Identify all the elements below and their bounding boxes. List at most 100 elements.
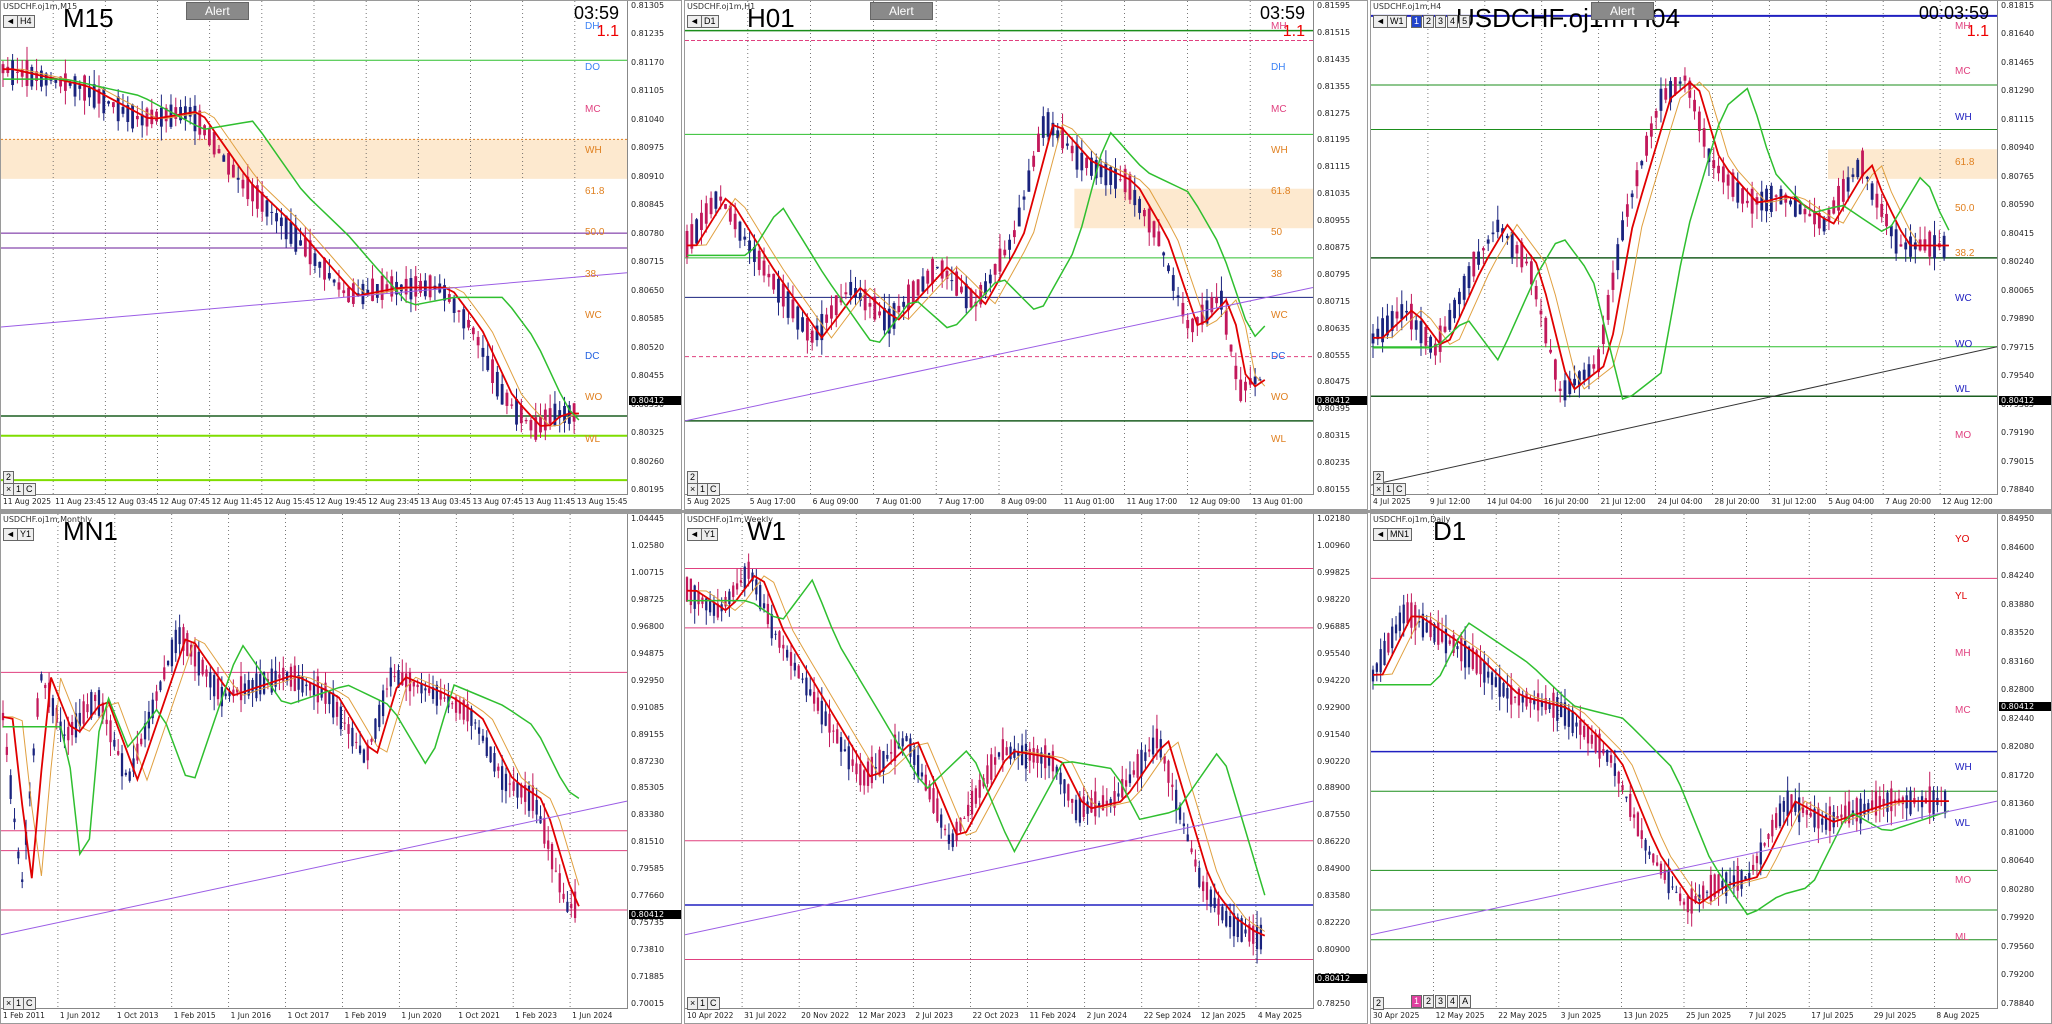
price-chart-canvas[interactable] xyxy=(1,514,681,1023)
profile-tab[interactable]: 2 xyxy=(1423,15,1435,28)
candle-body xyxy=(858,292,862,301)
chart-control-button[interactable]: C xyxy=(707,483,720,496)
profile-tab[interactable]: 5 xyxy=(1459,15,1471,28)
candle-body xyxy=(1136,754,1139,778)
price-tick-label: 0.83160 xyxy=(2001,656,2035,666)
price-tick-label: 0.80065 xyxy=(2001,285,2035,295)
scroll-left-button[interactable]: ◄ xyxy=(687,528,702,541)
candle-body xyxy=(205,669,208,677)
candle-body xyxy=(500,384,504,405)
candle-body xyxy=(1520,242,1524,268)
candle-body xyxy=(260,191,264,212)
price-axis[interactable]: 0.81595 0.81515 0.81435 0.81355 0.81275 0.811… xyxy=(1313,1,1367,495)
candle-body xyxy=(1789,200,1792,205)
price-axis[interactable]: 0.81305 0.81235 0.81170 0.81105 0.81040 0.809… xyxy=(627,1,681,495)
candle-body xyxy=(454,697,458,713)
candle-body xyxy=(810,330,814,343)
profile-tab[interactable]: 2 xyxy=(1423,995,1435,1008)
candle-body xyxy=(174,629,177,654)
time-tick-label: 3 Jun 2025 xyxy=(1560,1011,1602,1020)
chart-window-h01[interactable]: USDCHF.oj1m,H1 ◄ D1 H01 Alert 03:59 1.1 0.81595… xyxy=(684,0,1368,510)
candle-body xyxy=(126,105,130,122)
candle-body xyxy=(1601,324,1605,345)
price-axis[interactable]: 1.04445 1.02580 1.00715 0.98725 0.96800 0.948… xyxy=(627,514,681,1009)
candle-body xyxy=(1142,209,1146,217)
time-tick-label: 12 Aug 09:00 xyxy=(1189,497,1240,506)
time-axis[interactable]: 30 Apr 2025 12 May 2025 22 May 2025 3 Jun 2… xyxy=(1371,1008,1997,1023)
chart-window-m15[interactable]: USDCHF.oj1m,M15 ◄ H4 M15 Alert 03:59 1.1 0.8130… xyxy=(0,0,682,510)
candle-body xyxy=(1782,800,1785,812)
chart-control-button[interactable]: C xyxy=(23,997,36,1010)
candle-body xyxy=(1513,696,1517,698)
candle-body xyxy=(166,660,170,666)
alert-button[interactable]: Alert xyxy=(870,2,933,20)
price-tick-label: 0.80845 xyxy=(631,200,665,210)
price-chart-canvas[interactable] xyxy=(1371,514,2051,1023)
level-label-mo: MO xyxy=(1955,875,1972,887)
price-chart-canvas[interactable] xyxy=(685,514,1367,1023)
profile-tab[interactable]: 1 xyxy=(1411,15,1423,28)
candle-body xyxy=(847,746,850,770)
alert-button[interactable]: Alert xyxy=(1591,2,1654,20)
profile-tab[interactable]: 4 xyxy=(1447,995,1459,1008)
price-chart-canvas[interactable] xyxy=(685,1,1367,509)
candle-body xyxy=(323,257,326,280)
period-switch-button[interactable]: D1 xyxy=(701,15,719,28)
price-tick-label: 0.82080 xyxy=(2001,742,2035,752)
time-axis[interactable]: 4 Jul 2025 9 Jul 12:00 14 Jul 04:00 16 Jul … xyxy=(1371,494,1997,509)
candle-body xyxy=(1671,886,1674,888)
price-axis[interactable]: 0.81815 0.81640 0.81465 0.81290 0.81115 0.809… xyxy=(1997,1,2051,495)
profile-tab[interactable]: 3 xyxy=(1435,15,1447,28)
candle-body xyxy=(351,727,354,747)
candle-body xyxy=(1032,155,1036,167)
chart-control-button[interactable]: C xyxy=(1393,483,1406,496)
time-axis[interactable]: 10 Apr 2022 31 Jul 2022 20 Nov 2022 12 Mar … xyxy=(685,1008,1313,1023)
price-chart-canvas[interactable] xyxy=(1371,1,2051,509)
time-axis[interactable]: 1 Feb 2011 1 Jun 2012 1 Oct 2013 1 Feb 2015… xyxy=(1,1008,627,1023)
price-axis[interactable]: 1.02180 1.00960 0.99825 0.98220 0.96885 0.955… xyxy=(1313,514,1367,1009)
profile-tab[interactable]: 4 xyxy=(1447,15,1459,28)
time-tick-label: 1 Oct 2013 xyxy=(116,1011,159,1020)
period-switch-button[interactable]: MN1 xyxy=(1387,528,1413,541)
candle-body xyxy=(1745,200,1749,204)
period-switch-button[interactable]: W1 xyxy=(1387,15,1407,28)
profile-tab[interactable]: A xyxy=(1459,995,1472,1008)
candle-body xyxy=(1510,685,1513,705)
price-tick-label: 0.71885 xyxy=(631,972,665,982)
chart-window-mn1[interactable]: USDCHF.oj1m,Monthly ◄ Y1 MN1 1.04445 1.02580 1… xyxy=(0,513,682,1024)
candle-body xyxy=(1101,795,1105,811)
chart-window-d1[interactable]: USDCHF.oj1m,Daily ◄ MN1 D1 1 2 3 4 A 0.84950 0.846… xyxy=(1370,513,2052,1024)
scroll-left-button[interactable]: ◄ xyxy=(1373,15,1388,28)
profile-tab[interactable]: 3 xyxy=(1435,995,1447,1008)
profile-tab[interactable]: 1 xyxy=(1411,995,1423,1008)
candle-body xyxy=(381,690,385,717)
chart-control-button[interactable]: C xyxy=(707,997,720,1010)
scroll-left-button[interactable]: ◄ xyxy=(687,15,702,28)
time-axis[interactable]: 11 Aug 2025 11 Aug 23:45 12 Aug 03:45 12 Au… xyxy=(1,494,627,509)
chart-symbol-label: USDCHF.oj1m,H1 xyxy=(687,2,756,11)
chart-control-button[interactable]: 2 xyxy=(1373,997,1385,1010)
price-axis[interactable]: 0.84950 0.84600 0.84240 0.83880 0.83520 0.831… xyxy=(1997,514,2051,1009)
chart-control-button[interactable]: C xyxy=(23,483,36,496)
scroll-left-button[interactable]: ◄ xyxy=(3,528,18,541)
scroll-left-button[interactable]: ◄ xyxy=(3,15,18,28)
candle-body xyxy=(1583,725,1586,738)
period-switch-button[interactable]: Y1 xyxy=(701,528,719,541)
candle-body xyxy=(1867,803,1870,813)
candle-body xyxy=(397,670,400,688)
candle-body xyxy=(1732,875,1736,888)
chart-window-w1[interactable]: USDCHF.oj1m,Weekly ◄ Y1 W1 1.02180 1.00960 0.9… xyxy=(684,513,1368,1024)
candle-body xyxy=(796,306,800,330)
candle-body xyxy=(1001,739,1004,761)
period-switch-button[interactable]: Y1 xyxy=(17,528,35,541)
period-switch-button[interactable]: H4 xyxy=(17,15,35,28)
scroll-left-button[interactable]: ◄ xyxy=(1373,528,1388,541)
time-axis[interactable]: 5 Aug 2025 5 Aug 17:00 6 Aug 09:00 7 Aug 01… xyxy=(685,494,1313,509)
candle-body xyxy=(1933,235,1936,259)
price-tick-label: 1.02580 xyxy=(631,540,665,550)
alert-button[interactable]: Alert xyxy=(186,2,249,20)
chart-window-h04[interactable]: USDCHF.oj1m,H4 ◄ W1 USDCHF.oj1m H04 Alert 00:… xyxy=(1370,0,2052,510)
price-chart-canvas[interactable] xyxy=(1,1,681,509)
